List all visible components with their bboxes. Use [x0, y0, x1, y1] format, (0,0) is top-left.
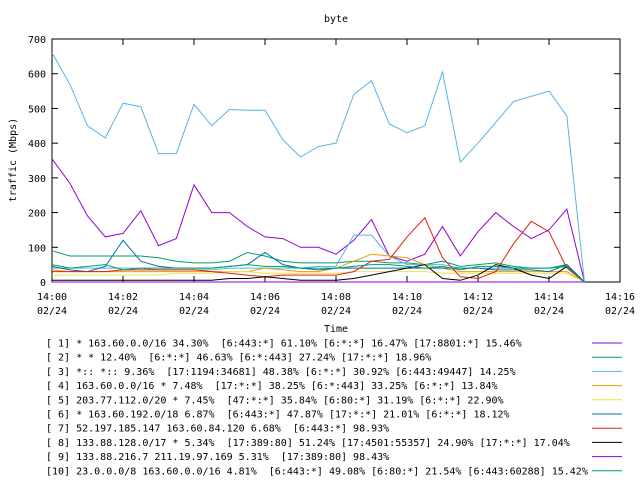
x-tick-label: 14:12 02/24 [463, 292, 493, 317]
legend-label: [ 2] * * 12.40% [6:*:*] 46.63% [6:*:443]… [46, 353, 431, 364]
legend-label: [ 8] 133.88.128.0/17 * 5.34% [17:389:80]… [46, 438, 570, 449]
legend-label: [ 7] 52.197.185.147 163.60.84.120 6.68% … [46, 424, 389, 435]
x-tick-label: 14:16 02/24 [605, 292, 635, 317]
legend-label: [ 5] 203.77.112.0/20 * 7.45% [47:*:*] 35… [46, 395, 504, 406]
x-tick-label: 14:10 02/24 [392, 292, 422, 317]
x-tick-label: 14:04 02/24 [179, 292, 209, 317]
legend-label: [10] 23.0.0.0/8 163.60.0.0/16 4.81% [6:4… [46, 466, 588, 477]
chart-title: byte [324, 14, 348, 25]
series-line [52, 216, 585, 283]
x-tick-label: 14:02 02/24 [108, 292, 138, 317]
y-tick-label: 600 [28, 70, 46, 81]
series-line [51, 264, 585, 283]
y-tick-label: 0 [40, 278, 46, 289]
legend-label: [ 3] *:: *:: 9.36% [17:1194:34681] 48.38… [46, 367, 516, 378]
x-axis-label: Time [324, 324, 348, 335]
y-tick-label: 300 [28, 174, 46, 185]
series-line [51, 158, 585, 283]
series-line [52, 264, 585, 283]
series-line [51, 239, 585, 283]
series-line [52, 271, 585, 283]
y-tick-label: 700 [28, 35, 46, 46]
legend-label: [ 9] 133.88.216.7 211.19.97.169 5.31% [1… [46, 452, 389, 463]
series-line [51, 250, 585, 283]
legend-label: [ 6] * 163.60.192.0/18 6.87% [6:443:*] 4… [46, 410, 510, 421]
x-tick-label: 14:00 02/24 [37, 292, 67, 317]
y-tick-label: 200 [28, 209, 46, 220]
x-tick-label: 14:06 02/24 [250, 292, 280, 317]
y-tick-label: 500 [28, 104, 46, 115]
y-tick-label: 400 [28, 139, 46, 150]
x-tick-label: 14:14 02/24 [534, 292, 564, 317]
y-tick-label: 100 [28, 243, 46, 254]
legend-label: [ 4] 163.60.0.0/16 * 7.48% [17:*:*] 38.2… [46, 381, 498, 392]
x-tick-label: 14:08 02/24 [321, 292, 351, 317]
legend-label: [ 1] * 163.60.0.0/16 34.30% [6:443:*] 61… [46, 339, 522, 350]
y-axis-label: traffic (Mbps) [8, 118, 19, 202]
series-line [51, 52, 585, 283]
plot-frame [51, 38, 621, 283]
